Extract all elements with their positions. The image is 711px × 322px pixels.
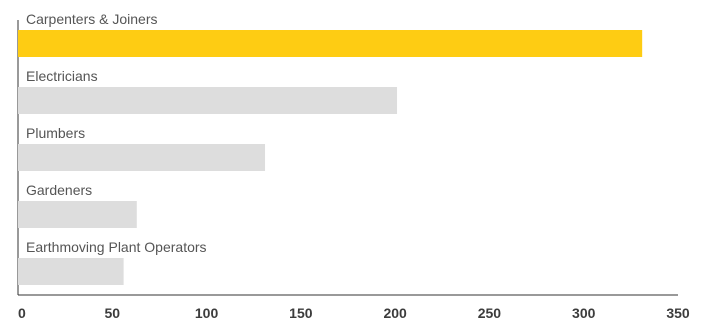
bar-2 <box>18 144 266 171</box>
category-labels-group: Carpenters & Joiners Electricians Plumbers… <box>26 11 207 255</box>
x-tick-label-5: 250 <box>478 305 502 321</box>
category-label-2: Plumbers <box>26 125 85 141</box>
x-tick-label-7: 350 <box>666 305 690 321</box>
category-label-0: Carpenters & Joiners <box>26 11 158 27</box>
x-tick-label-3: 150 <box>289 305 313 321</box>
x-tick-label-6: 300 <box>572 305 596 321</box>
x-tick-label-1: 50 <box>104 305 120 321</box>
bars-group <box>18 30 643 285</box>
bar-4 <box>18 258 124 285</box>
x-tick-label-0: 0 <box>18 305 26 321</box>
bar-3 <box>18 201 137 228</box>
x-tick-label-4: 200 <box>383 305 407 321</box>
x-tick-labels-group: 0 50 100 150 200 250 300 350 <box>18 305 690 321</box>
x-tick-label-2: 100 <box>195 305 219 321</box>
category-label-1: Electricians <box>26 68 98 84</box>
bar-1 <box>18 87 398 114</box>
bar-0 <box>18 30 643 57</box>
category-label-3: Gardeners <box>26 182 92 198</box>
category-label-4: Earthmoving Plant Operators <box>26 239 207 255</box>
